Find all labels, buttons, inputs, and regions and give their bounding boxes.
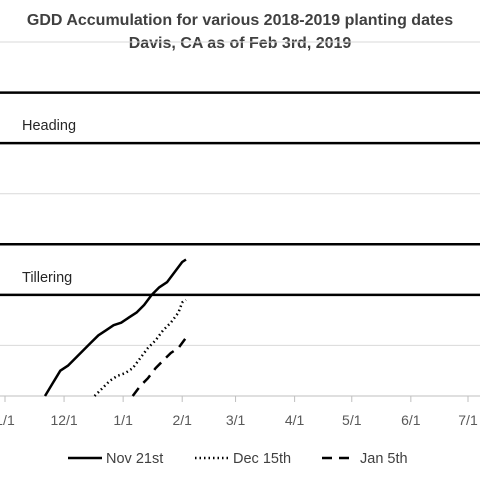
stage-label-tillering: Tillering: [22, 270, 72, 286]
series-line-nov-21st: [43, 258, 187, 397]
series-line-jan-5th: [131, 337, 188, 397]
legend-label-0: Nov 21st: [106, 451, 163, 467]
x-tick-label-2: 1/1: [113, 412, 133, 428]
x-tick-label-8: 7/1: [458, 412, 478, 428]
x-tick-label-1: 12/1: [50, 412, 77, 428]
x-tick-label-7: 6/1: [401, 412, 421, 428]
series-line-dec-15th: [93, 298, 187, 397]
x-tick-label-4: 3/1: [226, 412, 246, 428]
legend-label-2: Jan 5th: [360, 451, 408, 467]
chart-subtitle: Davis, CA as of Feb 3rd, 2019: [128, 35, 352, 52]
chart-title: GDD Accumulation for various 2018-2019 p…: [26, 12, 454, 29]
legend-label-1: Dec 15th: [233, 451, 291, 467]
x-tick-label-5: 4/1: [285, 412, 305, 428]
x-tick-label-0: 1/1: [0, 412, 15, 428]
x-tick-label-3: 2/1: [172, 412, 192, 428]
x-tick-label-6: 5/1: [342, 412, 362, 428]
stage-label-heading: Heading: [22, 118, 76, 134]
